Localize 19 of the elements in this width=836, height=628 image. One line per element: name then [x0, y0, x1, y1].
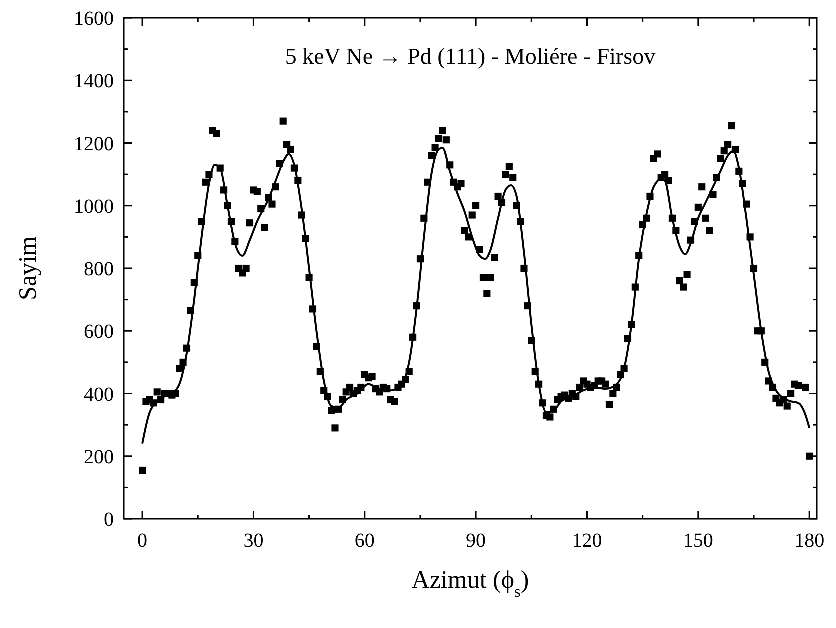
y-tick-label: 1000 — [74, 196, 114, 218]
text: 5 keV Ne → Pd (111) - Moliére - Firsov — [285, 44, 656, 69]
x-tick-label: 60 — [354, 530, 375, 552]
x-tick-label: 90 — [466, 530, 486, 552]
y-tick-label: 1400 — [74, 70, 114, 93]
x-tick-label: 0 — [138, 530, 148, 552]
y-tick-label: 0 — [104, 509, 114, 531]
y-tick-label: 600 — [84, 321, 114, 344]
y-axis-title: Sayim — [15, 236, 42, 300]
x-axis-title: Azimut (ϕ$_{s}$) — [412, 567, 530, 601]
y-tick-label: 1600 — [74, 8, 114, 30]
x-tick-label: 30 — [244, 530, 264, 552]
y-tick-label: 400 — [84, 384, 114, 406]
x-tick-label: 120 — [572, 530, 602, 552]
y-tick-label: 800 — [84, 258, 114, 280]
y-tick-label: 1200 — [74, 133, 114, 156]
y-tick-label: 200 — [84, 446, 114, 468]
x-tick-label: 150 — [683, 530, 714, 552]
x-tick-label: 180 — [794, 530, 825, 552]
